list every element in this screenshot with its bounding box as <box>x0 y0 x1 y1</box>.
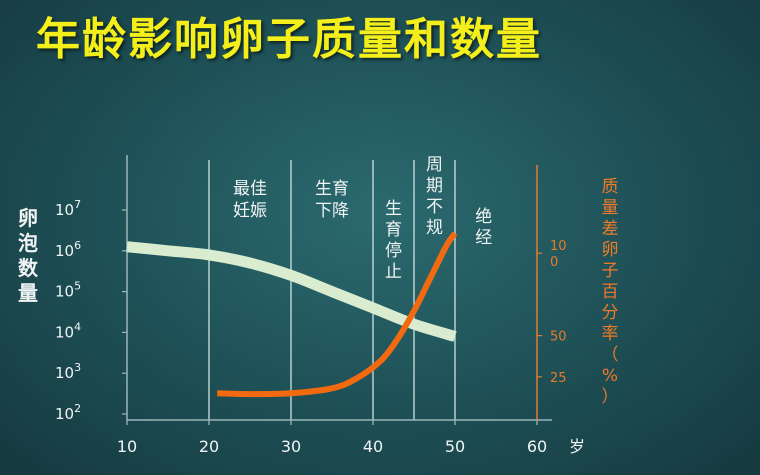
x-tick-label: 60 <box>527 437 547 456</box>
x-tick-label: 10 <box>117 437 137 456</box>
y-tick-label-left: 105 <box>55 280 81 301</box>
x-tick-label: 40 <box>363 437 383 456</box>
x-tick-label: 20 <box>199 437 219 456</box>
phase-lines <box>208 160 456 420</box>
right-axis-label: 质量差卵子百分率（%） <box>602 177 619 407</box>
y-tick-label-left: 107 <box>55 198 81 219</box>
phase-label: 生育下降 <box>315 179 349 221</box>
poor-quality-oocyte-curve <box>217 231 458 398</box>
y-tick-label-left: 103 <box>55 361 81 382</box>
y-tick-label-left: 102 <box>55 402 81 423</box>
phase-label: 最佳妊娠 <box>233 179 267 221</box>
follicle-count-curve <box>126 241 457 342</box>
axis-ticks: 10 20 30 40 50 60 102 103 104 105 106 107 25 50 10 0 <box>55 198 567 456</box>
x-tick-label: 30 <box>281 437 301 456</box>
chart-title: 年龄影响卵子质量和数量 <box>36 14 542 65</box>
x-tick-label: 50 <box>445 437 465 456</box>
y-tick-label-left: 106 <box>55 239 81 260</box>
left-axis-label: 卵泡数量 <box>18 206 39 305</box>
y-tick-label-right: 10 0 <box>550 239 567 270</box>
y-tick-label-left: 104 <box>55 320 81 341</box>
x-axis-label: 岁 <box>569 437 585 456</box>
phase-label: 生育停止 <box>385 199 402 282</box>
phase-label: 绝经 <box>475 207 492 248</box>
phase-label: 周期不规 <box>426 155 443 238</box>
y-tick-label-right: 50 <box>550 330 567 345</box>
axes <box>126 155 552 421</box>
y-tick-label-right: 25 <box>550 371 567 386</box>
series-layer <box>126 231 458 398</box>
